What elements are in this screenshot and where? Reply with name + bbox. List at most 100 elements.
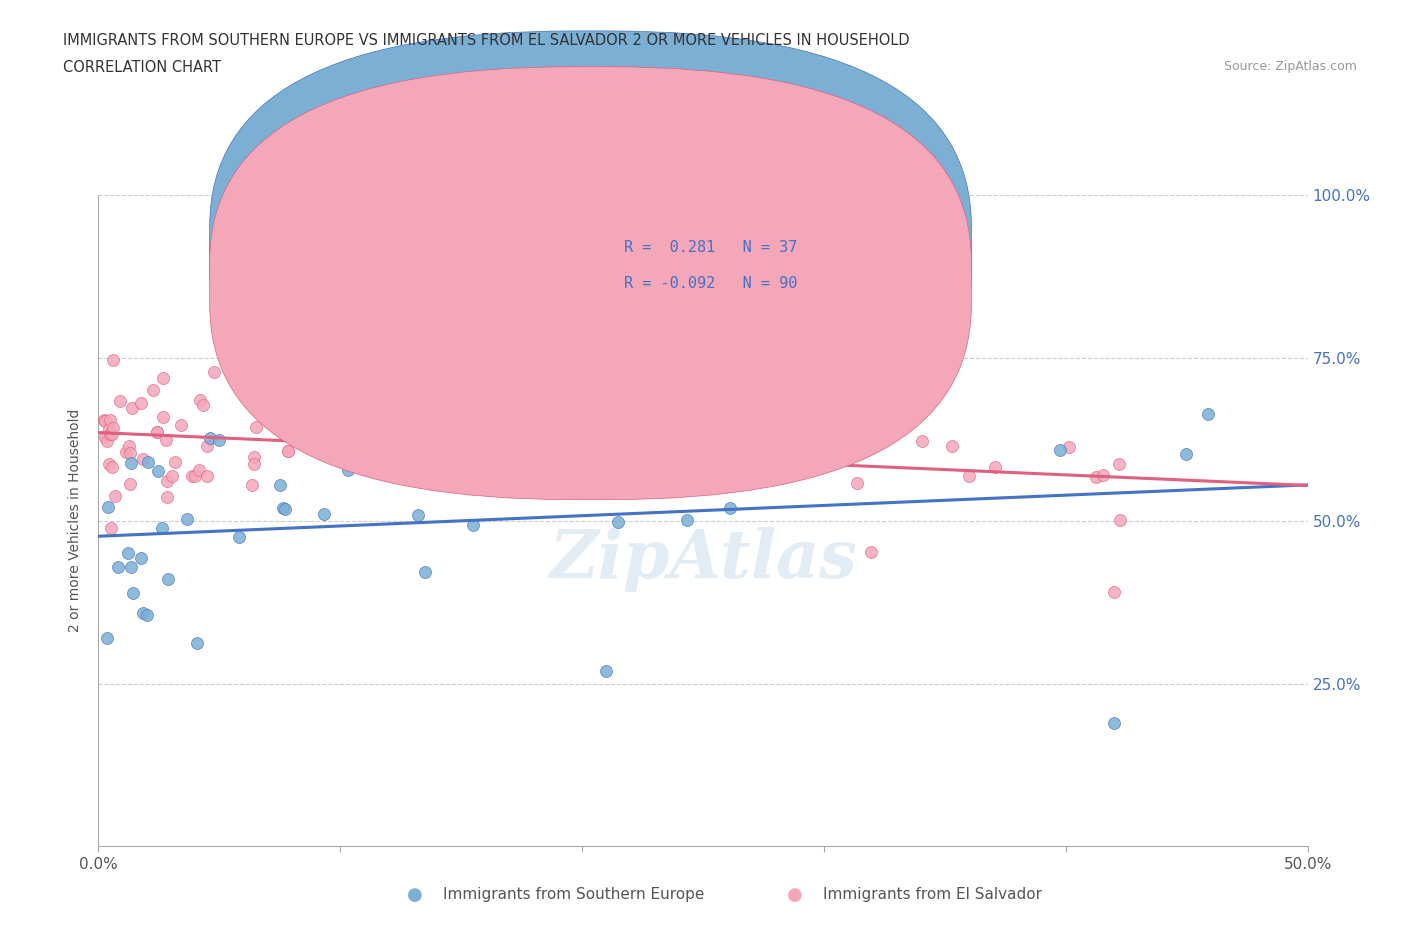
Point xyxy=(443,409,465,424)
Point xyxy=(186,635,208,650)
Point xyxy=(121,401,143,416)
Point xyxy=(107,559,129,574)
Point xyxy=(737,455,759,470)
Text: Immigrants from El Salvador: Immigrants from El Salvador xyxy=(823,887,1042,902)
Point xyxy=(277,444,299,458)
Text: Source: ZipAtlas.com: Source: ZipAtlas.com xyxy=(1223,60,1357,73)
Point xyxy=(1175,446,1198,461)
Point xyxy=(146,464,169,479)
Point xyxy=(156,473,179,488)
Text: Immigrants from Southern Europe: Immigrants from Southern Europe xyxy=(443,887,704,902)
Point xyxy=(184,469,207,484)
Point xyxy=(256,318,278,333)
Point xyxy=(93,412,115,427)
Point xyxy=(357,463,380,478)
Point xyxy=(612,408,634,423)
Point xyxy=(413,565,436,579)
Point xyxy=(101,420,124,435)
Point xyxy=(108,394,131,409)
Point xyxy=(1049,443,1071,458)
Point xyxy=(430,445,453,460)
Point xyxy=(162,468,184,483)
Point xyxy=(104,489,127,504)
Point xyxy=(193,398,215,413)
Y-axis label: 2 or more Vehicles in Household: 2 or more Vehicles in Household xyxy=(69,409,83,632)
Point xyxy=(558,428,581,443)
Point xyxy=(285,388,308,403)
Point xyxy=(132,452,155,467)
Point xyxy=(114,445,136,459)
Point xyxy=(676,457,699,472)
Point xyxy=(94,413,117,428)
Point xyxy=(941,438,963,453)
Point xyxy=(718,500,741,515)
Point xyxy=(150,521,173,536)
Point xyxy=(129,551,152,565)
Text: ●: ● xyxy=(786,885,803,904)
FancyBboxPatch shape xyxy=(209,67,972,499)
Point xyxy=(737,474,759,489)
Point xyxy=(1108,457,1130,472)
Point xyxy=(120,560,142,575)
Point xyxy=(406,456,429,471)
Text: R = -0.092   N = 90: R = -0.092 N = 90 xyxy=(624,275,797,291)
Point xyxy=(1091,467,1114,482)
Point xyxy=(136,455,159,470)
Point xyxy=(425,425,447,440)
Point xyxy=(97,421,120,436)
Text: R =  0.281   N = 37: R = 0.281 N = 37 xyxy=(624,240,797,255)
Point xyxy=(626,405,648,420)
Point xyxy=(152,410,174,425)
Point xyxy=(155,432,177,447)
Point xyxy=(1109,512,1132,527)
Point xyxy=(245,420,267,435)
Point xyxy=(208,432,231,447)
Point xyxy=(540,442,562,457)
Point xyxy=(188,392,211,407)
Point xyxy=(142,383,165,398)
Point xyxy=(195,469,218,484)
Point xyxy=(202,365,225,379)
Point xyxy=(408,508,430,523)
Point xyxy=(145,424,167,439)
Point xyxy=(146,424,169,439)
Point xyxy=(1102,715,1125,730)
FancyBboxPatch shape xyxy=(546,215,932,319)
Point xyxy=(336,428,359,443)
Point xyxy=(100,521,122,536)
Point xyxy=(180,469,202,484)
Point xyxy=(100,426,122,441)
Point xyxy=(240,478,263,493)
Text: CORRELATION CHART: CORRELATION CHART xyxy=(63,60,221,75)
Point xyxy=(845,475,868,490)
Point xyxy=(188,463,211,478)
Point xyxy=(98,427,121,442)
Point xyxy=(228,530,250,545)
Point xyxy=(553,367,575,382)
Point xyxy=(957,469,980,484)
Point xyxy=(1085,469,1108,484)
Point xyxy=(458,428,481,443)
Point xyxy=(983,459,1005,474)
Point xyxy=(527,457,550,472)
Point xyxy=(606,514,628,529)
Point xyxy=(243,457,266,472)
Point xyxy=(96,631,118,645)
Point xyxy=(101,352,124,367)
FancyBboxPatch shape xyxy=(209,31,972,464)
Point xyxy=(120,476,142,491)
Point xyxy=(156,571,179,586)
Point xyxy=(1057,439,1080,454)
Point xyxy=(724,449,747,464)
Point xyxy=(740,331,762,346)
Point xyxy=(117,546,139,561)
Point xyxy=(256,392,278,406)
Point xyxy=(714,460,737,475)
Point xyxy=(97,456,120,471)
Point xyxy=(1102,585,1125,600)
Point xyxy=(595,663,617,678)
Point xyxy=(675,512,697,527)
Point xyxy=(463,458,485,472)
Point xyxy=(98,413,121,428)
Point xyxy=(385,445,408,460)
